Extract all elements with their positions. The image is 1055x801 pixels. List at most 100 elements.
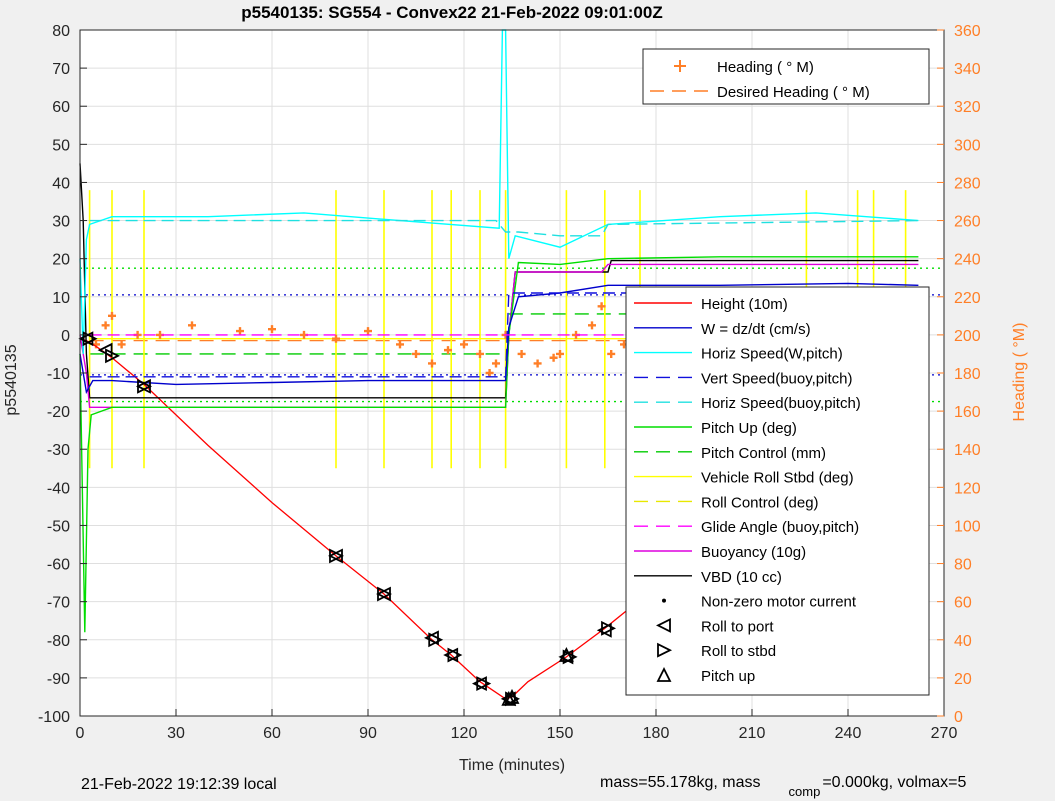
series-horiz_speed_w [79, 29, 919, 354]
series-horiz_speed_buoy [89, 219, 919, 237]
legend-label: Glide Angle (buoy,pitch) [701, 519, 859, 536]
heading-point [476, 349, 484, 358]
y-left-tick-label: -20 [47, 404, 70, 421]
y-right-tick-label: 120 [954, 480, 981, 497]
heading-point [444, 346, 452, 355]
legend-heading: Heading ( ° M) Desired Heading ( ° M) [642, 48, 930, 105]
heading-point [607, 349, 616, 358]
heading-point [268, 325, 276, 334]
heading-point [517, 349, 526, 358]
y-left-tick-label: -10 [47, 366, 70, 383]
legend-label: Roll to port [701, 618, 774, 635]
legend-label: Height (10m) [701, 296, 788, 313]
footer-mass-prefix: mass=55.178kg, mass [600, 774, 761, 791]
x-tick-label: 90 [359, 725, 377, 742]
heading-point [492, 359, 500, 368]
y-right-tick-label: 220 [954, 290, 981, 307]
legend-label: Vehicle Roll Stbd (deg) [701, 470, 854, 487]
legend-label: Vert Speed(buoy,pitch) [701, 370, 852, 387]
y-left-tick-label: 30 [52, 214, 70, 231]
pitch-up-marker [558, 647, 574, 662]
legend-heading-label: Heading ( ° M) [717, 59, 814, 76]
legend-label: Pitch Control (mm) [701, 445, 826, 462]
legend-label: W = dz/dt (cm/s) [701, 321, 811, 338]
pitch-up-marker [501, 690, 517, 706]
y-left-tick-label: -100 [38, 709, 70, 726]
heading-point [236, 327, 244, 336]
legend-label: Roll Control (deg) [701, 494, 819, 511]
x-tick-label: 30 [167, 725, 185, 742]
y-right-tick-label: 60 [954, 595, 972, 612]
y-left-tick-label: 70 [52, 61, 70, 78]
roll-to-port-marker [443, 647, 459, 663]
y-right-tick-label: 320 [954, 99, 981, 116]
y-right-tick-label: 260 [954, 214, 981, 231]
y-axis-left-label: p5540135 [3, 344, 20, 415]
heading-point [533, 359, 542, 368]
heading-point [364, 327, 372, 336]
footer-mass: mass=55.178kg, mass comp=0.000kg, volmax=… [600, 774, 967, 799]
y-left-tick-label: 50 [52, 137, 70, 154]
heading-point [428, 359, 436, 368]
legend-heading-label: Desired Heading ( ° M) [717, 84, 870, 101]
heading-point [117, 340, 126, 349]
y-left-tick-label: 40 [52, 175, 70, 192]
y-right-tick-label: 100 [954, 518, 981, 535]
y-left-tick-label: -50 [47, 518, 70, 535]
legend-label: Buoyancy (10g) [701, 544, 806, 561]
y-right-tick-label: 80 [954, 557, 972, 574]
roll-to-port-marker [558, 649, 574, 665]
y-right-tick-label: 40 [954, 633, 972, 650]
heading-point [101, 321, 110, 330]
footer-mass-suffix: =0.000kg, volmax=5 [822, 774, 966, 791]
legend-swatch [662, 598, 666, 603]
y-left-tick-label: -70 [47, 595, 70, 612]
y-right-tick-label: 160 [954, 404, 981, 421]
y-left-tick-label: -40 [47, 480, 70, 497]
heading-point [556, 349, 564, 358]
legend-heading-swatch [674, 60, 686, 72]
heading-point [588, 321, 596, 330]
roll-to-stbd-marker [601, 620, 617, 636]
y-right-tick-label: 180 [954, 366, 981, 383]
x-tick-label: 150 [547, 725, 574, 742]
heading-point [108, 311, 116, 320]
footer-local-time: 21-Feb-2022 19:12:39 local [81, 776, 277, 793]
x-ticks: 0 30 60 90 120 150 180 210 240 270 [76, 709, 958, 742]
heading-point [412, 349, 420, 358]
roll-to-stbd-marker [329, 548, 345, 564]
legend-main: Height (10m) W = dz/dt (cm/s) Horiz Speed(… [625, 286, 930, 696]
roll-to-stbd-marker [105, 348, 121, 364]
heading-point [597, 302, 606, 311]
legend-label: Pitch up [701, 668, 755, 685]
legend-label: Roll to stbd [701, 643, 776, 660]
y-right-tick-label: 340 [954, 61, 981, 78]
y-right-tick-label: 300 [954, 137, 981, 154]
y-right-tick-label: 0 [954, 709, 963, 726]
y-left-tick-label: -90 [47, 671, 70, 688]
heading-point [188, 321, 196, 330]
y-right-ticks: 0 20 40 60 80 100 120 140 160 180 200 220 240 260 280 3… [937, 23, 981, 726]
y-left-tick-label: 20 [52, 252, 70, 269]
legend-label: Horiz Speed(W,pitch) [701, 346, 843, 363]
series-pitch_up [79, 256, 919, 633]
x-tick-label: 270 [931, 725, 958, 742]
legend-label: VBD (10 cc) [701, 569, 782, 586]
y-right-tick-label: 140 [954, 442, 981, 459]
y-right-tick-label: 280 [954, 175, 981, 192]
x-axis-label: Time (minutes) [459, 757, 565, 774]
y-right-tick-label: 200 [954, 328, 981, 345]
y-right-tick-label: 240 [954, 252, 981, 269]
roll-to-stbd-marker [428, 632, 444, 648]
heading-point [549, 353, 558, 362]
heading-point [460, 340, 468, 349]
roll-to-stbd-marker [447, 647, 463, 663]
x-tick-label: 210 [739, 725, 766, 742]
roll-to-stbd-marker [82, 331, 98, 347]
footer-mass-sub: comp [789, 784, 821, 799]
x-tick-label: 60 [263, 725, 281, 742]
heading-point [396, 340, 404, 349]
roll-to-stbd-marker [377, 586, 393, 602]
y-left-tick-label: -30 [47, 442, 70, 459]
